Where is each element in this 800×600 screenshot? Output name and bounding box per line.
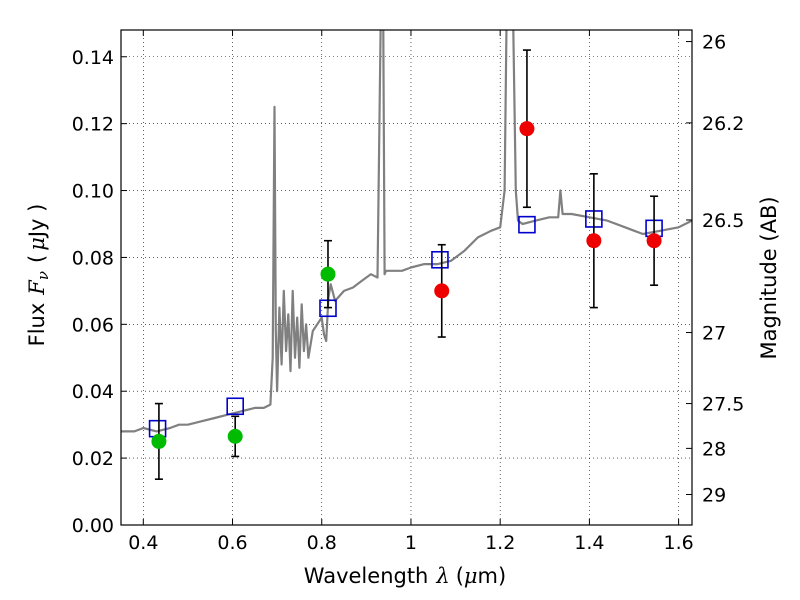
axes: 0.4 0.6 0.8 1 1.2 1.4 1.6 0.00 0.02 0.04 0.06 0.08 0… [72, 30, 744, 554]
optical-data-point [151, 433, 167, 449]
mag-tick-label: 26.5 [702, 210, 744, 232]
mag-tick-label: 28 [702, 438, 726, 460]
optical-data-point [227, 428, 243, 444]
nir-data-point [434, 283, 450, 299]
y-axis-label: FluxFν(μJy ) [25, 204, 52, 347]
x-tick-label: 0.6 [217, 532, 247, 554]
y-tick-label: 0.14 [72, 47, 114, 69]
x-tick-label: 1.6 [664, 532, 694, 554]
y-tick-label: 0.04 [72, 381, 114, 403]
y-tick-label: 0.12 [72, 114, 114, 136]
right-axis-label: Magnitude (AB) [757, 196, 781, 359]
mag-tick-label: 26.2 [702, 113, 744, 135]
grid [121, 30, 692, 526]
mag-tick-label: 26 [702, 32, 726, 54]
plot-frame [120, 29, 693, 526]
model-band-marker [431, 250, 449, 269]
y-tick-label: 0.08 [72, 247, 114, 269]
optical-data-point [320, 266, 336, 282]
y-tick-label: 0.10 [72, 181, 114, 203]
mag-tick-label: 29 [702, 484, 726, 506]
x-axis-label: Wavelength λ (μm) [304, 564, 506, 588]
x-tick-label: 0.4 [128, 532, 158, 554]
nir-data-point [646, 233, 662, 249]
x-tick-label: 1.2 [485, 532, 515, 554]
mag-tick-label: 27 [702, 323, 726, 345]
x-tick-label: 1.4 [574, 532, 604, 554]
nir-data-point [519, 121, 535, 137]
x-tick-label: 1 [405, 532, 417, 554]
data-points-layer [148, 49, 663, 480]
y-tick-label: 0.06 [72, 314, 114, 336]
y-tick-label: 0.02 [72, 448, 114, 470]
mag-tick-label: 27.5 [702, 394, 744, 416]
model-band-marker [518, 215, 536, 234]
nir-data-point [586, 233, 602, 249]
x-tick-label: 0.8 [307, 532, 337, 554]
model-spectrum-layer [121, 30, 692, 433]
y-tick-label: 0.00 [72, 515, 114, 537]
model-spectrum-line [121, 30, 692, 433]
model-band-marker [226, 397, 244, 416]
